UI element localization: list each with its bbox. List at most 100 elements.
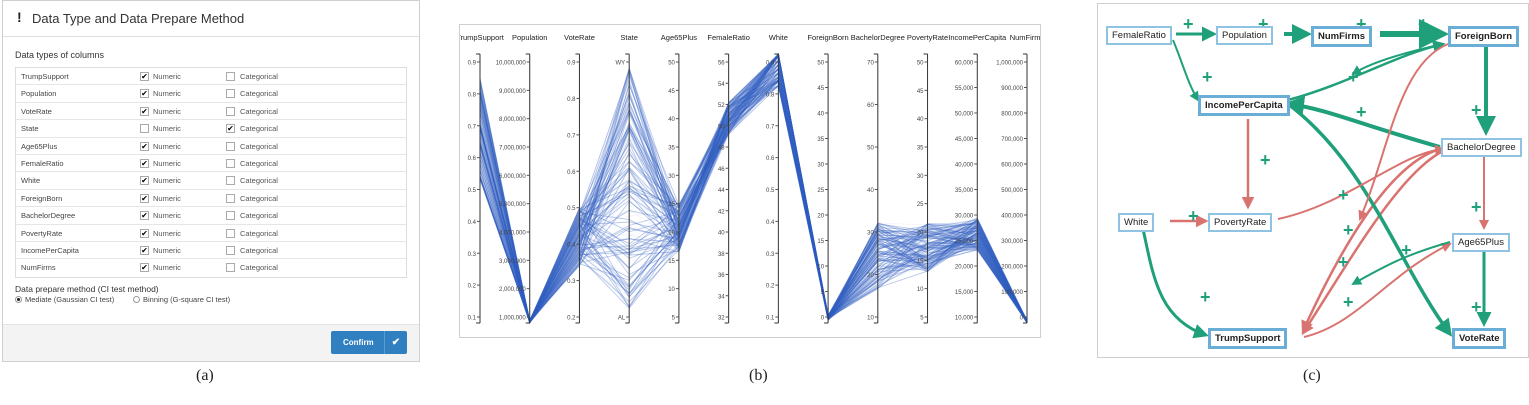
node-VoteRate[interactable]: VoteRate [1452, 328, 1507, 349]
column-name: Age65Plus [21, 141, 58, 151]
axis-label: ForeignBorn [807, 33, 848, 42]
numeric-checkbox[interactable]: ✔ [140, 158, 149, 168]
categorical-checkbox[interactable] [226, 263, 235, 273]
node-White[interactable]: White [1118, 213, 1155, 232]
tick-label: 40 [917, 117, 924, 123]
data-line [479, 64, 1028, 322]
numeric-checkbox[interactable]: ✔ [140, 72, 149, 81]
axis-label: Age65Plus [661, 33, 698, 42]
numeric-label: Numeric [153, 141, 181, 151]
tick-label: 50 [718, 124, 725, 130]
tick-label: 45 [668, 89, 675, 95]
edge [1287, 40, 1446, 102]
radio-button-selected[interactable] [15, 296, 22, 303]
categorical-label: Categorical [240, 228, 278, 238]
data-line [479, 54, 1028, 323]
node-NumFirms[interactable]: NumFirms [1311, 26, 1372, 47]
edge [1358, 43, 1449, 221]
data-line [479, 67, 1028, 323]
node-PovertyRate[interactable]: PovertyRate [1208, 213, 1273, 232]
column-name: BachelorDegree [21, 211, 76, 221]
caption-c: (c) [1303, 367, 1321, 384]
tick-label: 3,000,000 [499, 259, 526, 265]
tick-label: 50 [917, 61, 924, 67]
tick-label: 0.9 [567, 61, 576, 67]
numeric-checkbox[interactable]: ✔ [140, 193, 149, 203]
data-line [479, 78, 1028, 324]
parallel-coordinates-svg: TrumpSupport 0.9 0.8 0.7 0.6 0.5 0.4 0.3 0.2 0.1 P… [460, 33, 1040, 325]
data-line [479, 79, 1028, 323]
numeric-checkbox[interactable]: ✔ [140, 141, 149, 151]
tick-label: 60 [867, 103, 874, 109]
categorical-checkbox[interactable] [226, 228, 235, 238]
numeric-checkbox[interactable]: ✔ [140, 263, 149, 273]
numeric-checkbox[interactable]: ✔ [140, 245, 149, 255]
edge [1284, 96, 1441, 149]
node-Population[interactable]: Population [1216, 26, 1273, 45]
categorical-checkbox[interactable] [226, 245, 235, 255]
confirm-button[interactable]: Confirm ✔ [331, 331, 407, 354]
node-BachelorDegree[interactable]: BachelorDegree [1441, 138, 1522, 157]
data-line [479, 53, 1028, 324]
categorical-checkbox[interactable] [226, 106, 235, 116]
numeric-checkbox[interactable] [140, 124, 149, 134]
tick-label: 0.4 [766, 220, 775, 226]
tick-label: 45,000 [955, 137, 974, 143]
tick-label: 200,000 [1001, 265, 1023, 271]
tick-label: 7,000,000 [499, 146, 526, 152]
categorical-checkbox[interactable] [226, 193, 235, 203]
radio-button[interactable] [133, 296, 140, 303]
numeric-label: Numeric [153, 211, 181, 221]
categorical-label: Categorical [240, 72, 278, 81]
node-FemaleRatio[interactable]: FemaleRatio [1106, 26, 1172, 45]
tick-label: 0.3 [468, 252, 477, 258]
column-name: White [21, 176, 41, 186]
tick-label: 600,000 [1001, 163, 1023, 169]
numeric-checkbox[interactable]: ✔ [140, 106, 149, 116]
data-line [479, 76, 1028, 323]
categorical-checkbox[interactable] [226, 211, 235, 221]
node-TrumpSupport[interactable]: TrumpSupport [1208, 328, 1288, 349]
categorical-checkbox[interactable] [226, 141, 235, 151]
data-line [479, 79, 1028, 324]
data-line [479, 54, 1028, 324]
node-IncomePerCapita[interactable]: IncomePerCapita [1198, 95, 1290, 116]
column-name: Population [21, 89, 57, 99]
categorical-label: Categorical [240, 263, 278, 273]
axis-PovertyRate: PovertyRate 50 45 40 35 30 25 20 15 10 5 [907, 33, 948, 324]
axis-label: White [769, 33, 788, 42]
numeric-checkbox[interactable]: ✔ [140, 89, 149, 99]
numeric-checkbox[interactable]: ✔ [140, 211, 149, 221]
column-name: PovertyRate [21, 228, 63, 238]
categorical-checkbox[interactable] [226, 158, 235, 168]
tick-label: 0.5 [766, 188, 775, 194]
categorical-checkbox[interactable] [226, 176, 235, 186]
data-line [479, 76, 1028, 323]
axis-NumFirms: NumFirms 1,000,000 900,000 800,000 700,000 60… [996, 33, 1040, 324]
categorical-checkbox[interactable] [226, 89, 235, 99]
table-row: VoteRate ✔ Numeric Categorical [16, 103, 406, 121]
axis-label: FemaleRatio [707, 33, 750, 42]
tick-label: 0.6 [567, 170, 576, 176]
tick-label: 52 [718, 103, 725, 109]
data-line [479, 53, 1028, 323]
data-line [479, 54, 1028, 324]
tick-label: 60,000 [955, 61, 974, 67]
data-line [479, 78, 1028, 323]
column-name: ForeignBorn [21, 193, 63, 203]
tick-label: 30,000 [955, 214, 974, 220]
data-line [479, 55, 1028, 323]
categorical-checkbox[interactable]: ✔ [226, 124, 235, 134]
numeric-checkbox[interactable]: ✔ [140, 228, 149, 238]
node-Age65Plus[interactable]: Age65Plus [1452, 233, 1510, 252]
radio-mediate[interactable]: Mediate (Gaussian CI test) [15, 295, 114, 304]
numeric-checkbox[interactable]: ✔ [140, 176, 149, 186]
axis-label: VoteRate [564, 33, 595, 42]
data-line [479, 59, 1028, 322]
radio-binning[interactable]: Binning (G-square CI test) [133, 295, 230, 304]
node-ForeignBorn[interactable]: ForeignBorn [1448, 26, 1519, 47]
data-line [479, 54, 1028, 324]
edge [1286, 102, 1453, 337]
categorical-checkbox[interactable] [226, 72, 235, 81]
section-title-method: Data prepare method (CI test method) [15, 284, 159, 294]
